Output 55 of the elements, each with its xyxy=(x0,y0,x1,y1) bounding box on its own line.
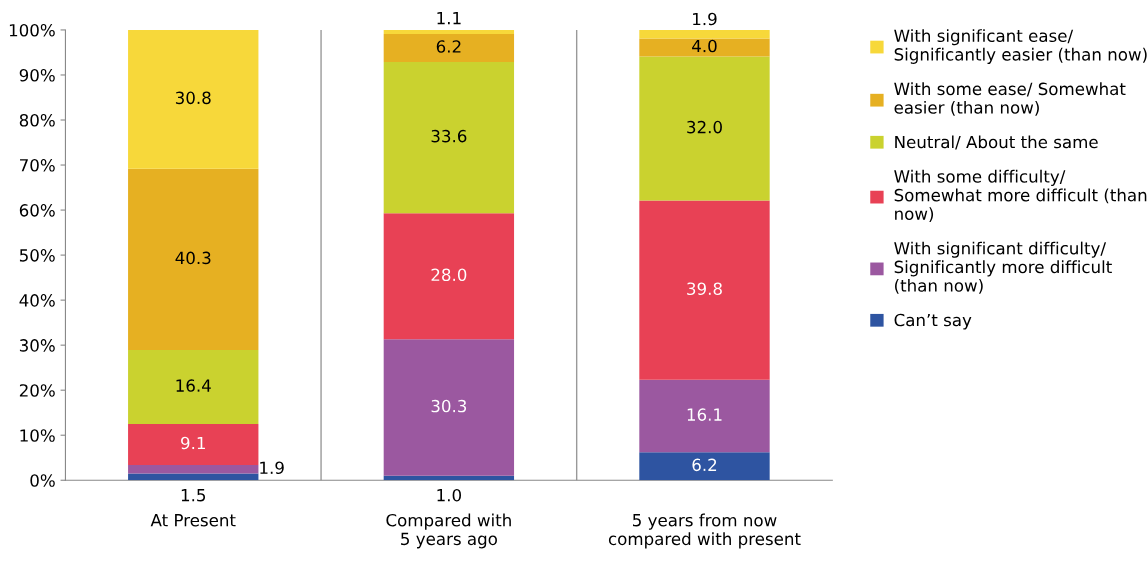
y-tick-label: 0% xyxy=(30,474,55,487)
data-label: 30.8 xyxy=(175,91,211,105)
data-label: 1.9 xyxy=(260,461,284,475)
bar xyxy=(639,200,770,380)
bar xyxy=(639,379,770,453)
data-label: 16.4 xyxy=(176,379,211,392)
data-label: 39.8 xyxy=(687,282,722,296)
bar xyxy=(128,464,259,474)
y-tick-label: 20% xyxy=(19,384,55,397)
data-label: 4.0 xyxy=(692,39,717,53)
x-tick-label: At Present xyxy=(150,514,236,527)
data-label: 1.5 xyxy=(181,489,206,502)
y-tick-label: 80% xyxy=(19,113,55,127)
bar xyxy=(639,452,770,481)
data-label: 33.6 xyxy=(431,129,467,143)
bar xyxy=(128,29,259,169)
legend-label: Can’t say xyxy=(894,313,972,330)
y-tick-label: 50% xyxy=(19,249,55,262)
data-label: 1.0 xyxy=(437,488,462,502)
data-label: 9.1 xyxy=(181,436,205,450)
data-label: 1.1 xyxy=(437,12,461,25)
data-label: 16.1 xyxy=(687,408,722,421)
data-label: 6.2 xyxy=(692,458,717,472)
data-label: 32.0 xyxy=(687,120,722,134)
bar xyxy=(128,473,259,481)
legend-label: Neutral/ About the same xyxy=(895,135,1098,150)
bar xyxy=(128,350,259,424)
bar xyxy=(383,61,515,214)
legend-label: With significant difficulty/ Significantly more difficult (than now) xyxy=(894,241,1112,294)
legend-label: With some difficulty/ Somewhat more difficult (than now) xyxy=(894,169,1147,223)
y-tick-label: 30% xyxy=(19,339,55,352)
bar xyxy=(128,423,259,465)
bar xyxy=(383,339,515,476)
y-tick-label: 90% xyxy=(19,68,55,82)
data-label: 1.9 xyxy=(693,12,717,26)
bar xyxy=(383,213,515,340)
legend-label: With some ease/ Somewhat easier (than now) xyxy=(894,82,1126,116)
y-tick-label: 10% xyxy=(20,429,55,442)
bar xyxy=(128,168,259,351)
legend-label: With significant ease/ Significantly easier (than now) xyxy=(894,29,1147,64)
y-tick-label: 100% xyxy=(9,23,55,37)
data-label: 28.0 xyxy=(431,268,467,282)
y-tick-label: 70% xyxy=(20,159,55,172)
bar xyxy=(639,29,770,39)
data-label: 40.3 xyxy=(175,251,211,265)
y-tick-label: 60% xyxy=(19,204,55,217)
bar xyxy=(383,34,515,62)
bar xyxy=(639,38,770,57)
x-tick-label: 5 years from now compared with present xyxy=(608,513,801,549)
bar xyxy=(639,56,770,201)
data-label: 6.2 xyxy=(436,40,461,53)
x-tick-label: Compared with 5 years ago xyxy=(386,513,511,549)
bar xyxy=(383,29,515,34)
data-label: 30.3 xyxy=(431,399,467,413)
y-tick-label: 40% xyxy=(19,294,55,307)
